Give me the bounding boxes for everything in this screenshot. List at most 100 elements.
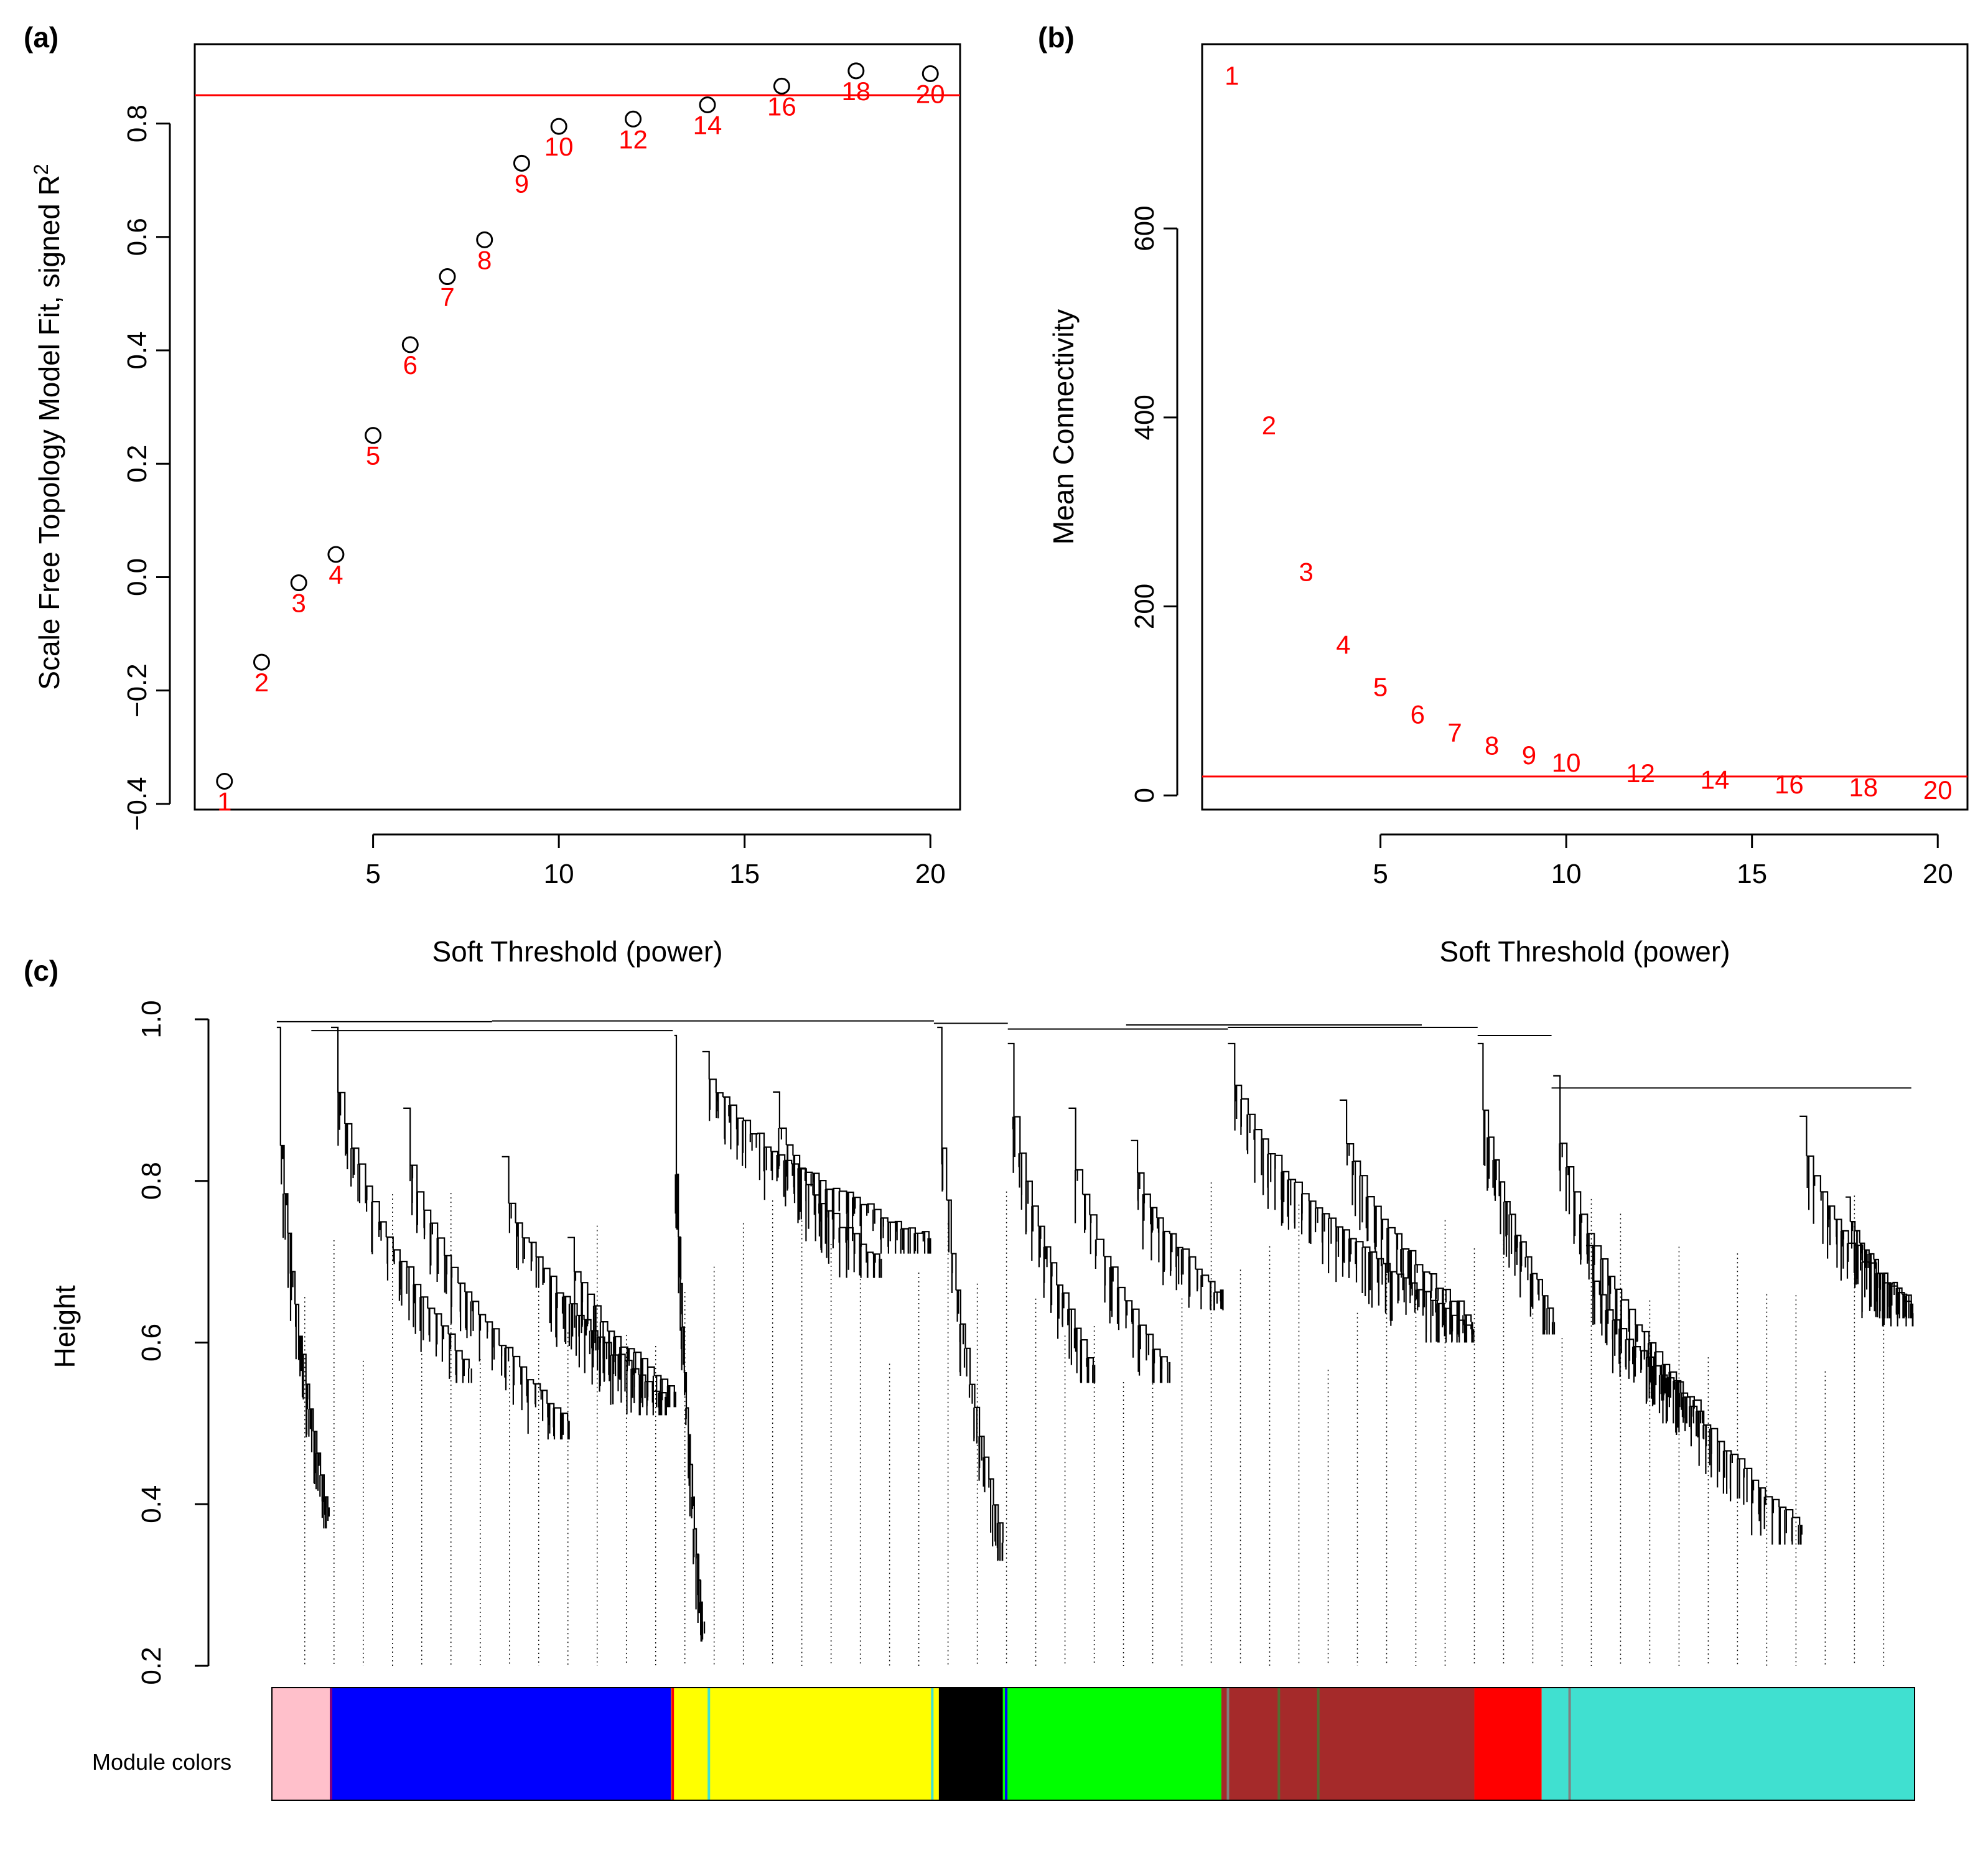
module-color-bar-frame: [271, 1687, 1915, 1801]
data-point: [401, 336, 419, 353]
module-color-stripe: [330, 1688, 333, 1800]
point-label: 4: [1336, 630, 1350, 659]
y-tick-label: 0.2: [122, 445, 152, 483]
point-label: 4: [329, 560, 343, 589]
point-label: 14: [1701, 765, 1730, 794]
x-tick-label: 10: [544, 859, 574, 889]
point-label: 7: [1447, 717, 1462, 747]
x-tick-label: 5: [1373, 859, 1388, 889]
data-point: [216, 772, 233, 790]
module-color-stripe: [671, 1688, 674, 1800]
panel-b-plot-frame: [1201, 43, 1969, 811]
point-label: 20: [916, 79, 945, 108]
point-label: 18: [1849, 773, 1878, 802]
panel-b-x-axis: 5 10 15 20: [1373, 833, 1953, 889]
point-label: 2: [254, 668, 269, 697]
x-tick-label: 20: [1923, 859, 1953, 889]
panel-b-y-axis: 0 200 400 600: [1129, 205, 1178, 803]
panel-a-y-axis: −0.4 −0.2 0.0 0.2 0.4 0.6 0.8: [122, 105, 171, 831]
point-label: 7: [440, 283, 454, 312]
point-label: 9: [515, 169, 529, 198]
dendrogram-branch: [502, 1156, 667, 1416]
module-color-segment-turquoise: [1541, 1688, 1915, 1800]
point-label: 5: [1373, 673, 1388, 702]
module-color-segment-brown: [1221, 1688, 1475, 1800]
module-color-segment-green: [1002, 1688, 1221, 1800]
module-color-segment-pink: [272, 1688, 332, 1800]
data-point: [253, 653, 270, 671]
data-point: [513, 154, 530, 172]
dendrogram-branch: [1477, 1042, 1556, 1335]
dendrogram-branch: [773, 1091, 882, 1278]
dendrogram-branch: [1340, 1099, 1473, 1335]
panel-a-chart: 5 10 15 20 −0.4−0.20.00.20.40.60.8 12345678…: [30, 43, 961, 968]
module-color-stripe: [1568, 1688, 1571, 1800]
module-color-stripe: [1317, 1688, 1320, 1800]
data-point: [773, 77, 790, 95]
x-tick-label: 15: [1737, 859, 1767, 889]
module-color-segment-red: [1474, 1688, 1542, 1800]
x-tick-label: 5: [365, 859, 380, 889]
y-tick-label: 0: [1129, 788, 1160, 803]
data-point: [290, 574, 307, 592]
y-tick-label: 200: [1129, 584, 1160, 629]
panel-b-letter: (b): [1038, 21, 1075, 54]
panel-c-y-axis: 0.2 0.4 0.6 0.8 1.0: [136, 1000, 210, 1685]
data-point: [476, 231, 493, 248]
panel-a-x-axis: 5 10 15 20: [365, 833, 946, 889]
y-tick-label: 0.4: [136, 1485, 167, 1523]
module-color-segment-black: [938, 1688, 1003, 1800]
dendrogram-branch: [1846, 1196, 1914, 1319]
module-color-stripe: [707, 1688, 711, 1800]
dendrogram-branch: [403, 1107, 570, 1440]
data-point: [699, 96, 716, 113]
x-tick-label: 20: [915, 859, 946, 889]
point-label: 18: [841, 77, 870, 106]
data-point: [439, 268, 456, 286]
point-label: 6: [403, 350, 418, 380]
point-label: 1: [1225, 61, 1239, 90]
dendrogram-branch: [1007, 1042, 1096, 1383]
panel-c-letter: (c): [24, 955, 58, 987]
panel-a-y-axis-title-main: Scale Free Topology Model Fit, signed R: [33, 175, 65, 690]
point-label: 10: [1552, 748, 1581, 777]
point-label: 3: [292, 589, 306, 618]
point-label: 14: [693, 110, 722, 139]
panel-b-y-axis-title: Mean Connectivity: [1047, 309, 1080, 544]
x-tick-label: 15: [729, 859, 760, 889]
module-color-stripe: [1226, 1688, 1230, 1800]
y-tick-label: 600: [1129, 205, 1160, 251]
y-tick-label: 1.0: [136, 1000, 167, 1038]
point-label: 2: [1262, 411, 1276, 440]
module-color-segment-yellow: [671, 1688, 939, 1800]
dendrogram-branch: [674, 1034, 706, 1642]
module-color-stripe: [1277, 1688, 1281, 1800]
point-label: 1: [217, 787, 231, 816]
point-label: 12: [618, 124, 648, 154]
data-point: [327, 546, 345, 563]
data-point: [625, 110, 642, 128]
panel-b-x-axis-title: Soft Threshold (power): [1439, 935, 1730, 968]
panel-c-dendrogram: 0.2 0.4 0.6 0.8 1.0 Height Module colors: [49, 1000, 1915, 1801]
module-color-stripe: [931, 1688, 934, 1800]
dendrogram-branch: [331, 1026, 472, 1383]
panel-a-letter: (a): [24, 21, 58, 54]
module-color-bar: [271, 1687, 1915, 1801]
point-label: 8: [1485, 731, 1499, 760]
y-tick-label: 0.6: [122, 218, 152, 256]
point-label: 9: [1522, 741, 1536, 770]
panel-a-y-axis-title-sup: 2: [30, 164, 52, 175]
y-tick-label: 0.8: [136, 1162, 167, 1200]
point-label: 10: [544, 132, 574, 161]
dendrogram-branch: [276, 1026, 330, 1529]
point-label: 3: [1299, 557, 1314, 586]
dendrogram-branch: [1586, 1245, 1704, 1424]
point-label: 5: [366, 441, 380, 470]
panel-a-y-axis-title: Scale Free Topology Model Fit, signed R2: [30, 164, 65, 689]
point-label: 6: [1411, 700, 1425, 729]
point-label: 16: [1775, 770, 1804, 799]
y-tick-label: 0.6: [136, 1324, 167, 1362]
